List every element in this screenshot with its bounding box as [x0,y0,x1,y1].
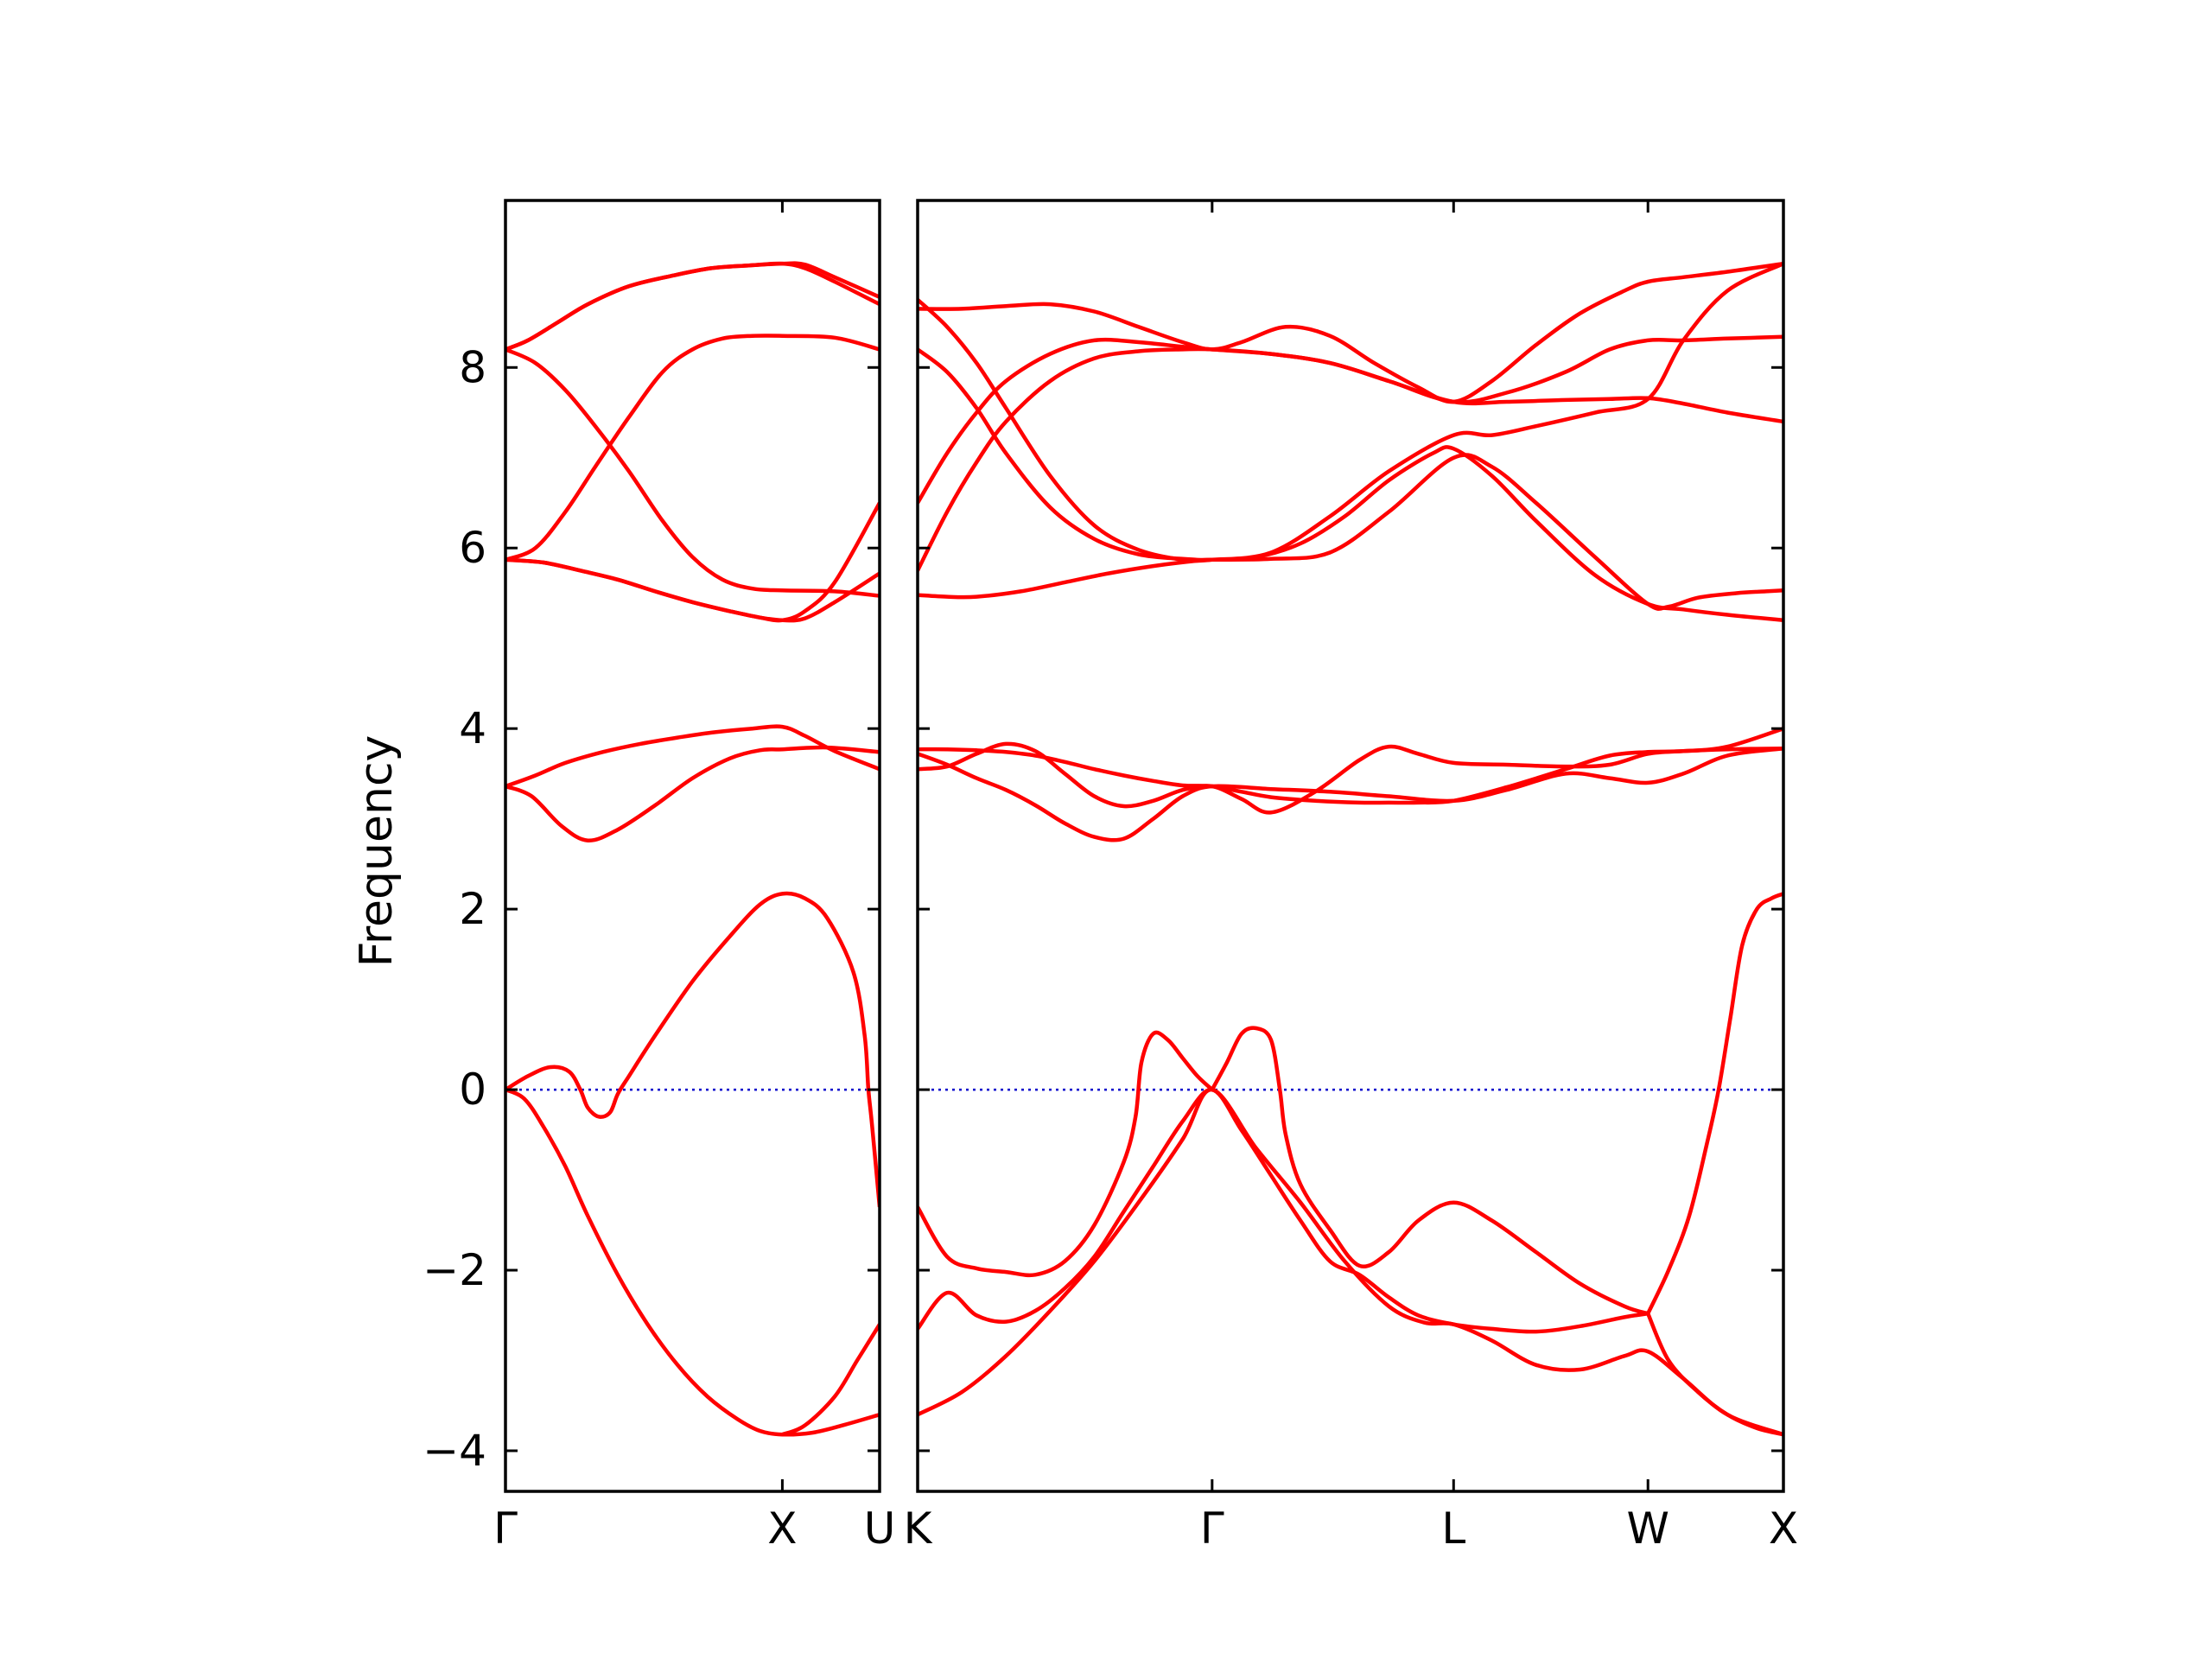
band-1-11 [781,1323,880,1437]
band-1-10 [505,1088,880,1437]
band-1-8 [505,745,880,842]
y-tick-label: 2 [459,884,486,934]
band-2-3 [918,347,1783,623]
band-2-10 [918,1030,1214,1278]
band-2-8 [918,741,1783,815]
band-1-6 [505,557,880,623]
x-tick-label: K [904,1503,933,1554]
y-tick-label: 4 [459,703,486,753]
x-tick-label: L [1441,1503,1465,1554]
band-1-2 [505,261,880,352]
x-tick-label: X [1769,1503,1798,1554]
plot-frame [504,199,881,1493]
y-tick-label: 6 [459,523,486,573]
band-2-7 [918,727,1783,805]
band-2-1 [918,261,1783,404]
band-2-14 [918,1087,1783,1437]
y-tick-label: 8 [459,342,486,392]
band-2-11 [1210,1026,1649,1316]
y-tick-label: −4 [423,1426,486,1476]
panel-1: −4 −2 0 2 4 6 8 Γ X U [423,199,896,1554]
band-2-13 [918,1087,1649,1334]
band-1-7 [505,724,880,789]
band-2-2 [918,262,1783,563]
band-2-6 [918,453,1783,611]
y-axis-label: Frequency [351,735,403,968]
y-tick-label: −2 [423,1245,486,1295]
band-1-3 [505,347,880,598]
band-2-15 [1646,1313,1783,1437]
band-2-12 [1646,892,1783,1315]
plot-frame [916,199,1785,1493]
band-2-4 [918,337,1783,505]
y-tick-label: 0 [459,1065,486,1115]
x-tick-label: X [767,1503,797,1554]
x-tick-label: Γ [493,1503,518,1554]
band-1-4 [505,334,880,562]
x-tick-label: U [864,1503,896,1554]
band-1-9 [505,891,880,1208]
band-2-5 [918,334,1783,572]
x-tick-label: W [1626,1503,1669,1554]
band-2-9 [918,746,1783,842]
x-tick-label: Γ [1200,1503,1224,1554]
